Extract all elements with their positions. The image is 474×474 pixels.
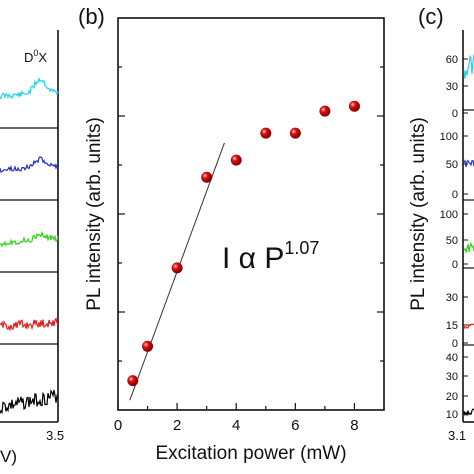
panel-c-tick-label: 40 [446,352,458,364]
power-law-annotation: I α P1.07 [222,238,319,275]
panel-c-trace-blue [463,159,474,168]
data-point [289,127,301,139]
panel-c-tick-labels: 60 30 0 100 50 0 100 50 0 30 15 0 40 30 20 10 [440,54,468,421]
x-axis-ticks [117,403,385,410]
panel-c-tick-label: 50 [446,235,458,247]
data-point [201,171,213,183]
peak-label: D0X [24,48,47,65]
spectrum-trace-cyan [0,77,59,100]
panel-c-dividers [463,109,474,346]
panel-c-trace-cyan [463,54,474,79]
x-axis-label: Excitation power (mW) [155,443,346,464]
data-point [260,127,272,139]
x-tick-label: 4 [232,417,240,434]
panel-c-y-axis-label: PL intensity (arb. units) [408,117,429,311]
panel-c-tick-label: 0 [452,108,458,120]
data-point [348,100,360,112]
spectrum-trace-blue [0,156,59,173]
panel-c-tick-label: 10 [446,409,458,421]
x-tick-label: 0 [114,417,122,434]
panel-c-tick-label: 60 [446,54,458,66]
data-point [171,262,183,274]
panel-c-trace-red [463,323,474,330]
spectrum-trace-black [0,389,59,415]
panel-c-tick-label: 100 [440,209,458,221]
data-point [142,340,154,352]
spectrum-trace-red [0,317,59,332]
panel-c-tick-label: 0 [452,259,458,271]
left-x-tick: 3.5 [46,428,64,443]
panel-c-tick-label: 50 [446,159,458,171]
panel-c-tick-label: 30 [446,81,458,93]
x-tick-label: 6 [291,417,299,434]
panel-c: (c) 60 30 0 100 50 0 100 50 0 30 15 0 40 30 20 10 3.1 P… [408,4,474,443]
panel-b: (b) 0 2 4 6 8 I α P1.07 Excitation power (mW… [78,4,385,464]
spectrum-trace-green [0,230,59,247]
panel-c-label: (c) [418,4,444,29]
panel-c-tick-label: 100 [440,131,458,143]
left-panel: D0X 3.5 V) [0,30,64,466]
panel-c-trace-black [463,408,474,417]
panel-c-tick-label: 15 [446,320,458,332]
panel-c-x-tick: 3.1 [448,428,466,443]
y-axis-ticks [118,66,384,362]
left-x-axis-label-fragment: V) [0,447,17,466]
panel-c-trace-green [463,241,474,254]
panel-c-tick-label: 30 [446,371,458,383]
x-axis-tick-labels: 0 2 4 6 8 [114,417,359,434]
panel-c-tick-label: 30 [446,292,458,304]
y-axis-label: PL intensity (arb. units) [84,117,105,311]
panel-c-tick-label: 20 [446,391,458,403]
x-tick-label: 8 [350,417,358,434]
data-points [127,100,360,387]
data-point [319,105,331,117]
panel-c-tick-label: 0 [452,338,458,350]
panel-c-tick-label: 0 [452,189,458,201]
data-point [230,154,242,166]
x-tick-label: 2 [173,417,181,434]
plot-frame [117,17,385,411]
panel-b-label: (b) [78,4,105,29]
data-point [127,375,139,387]
